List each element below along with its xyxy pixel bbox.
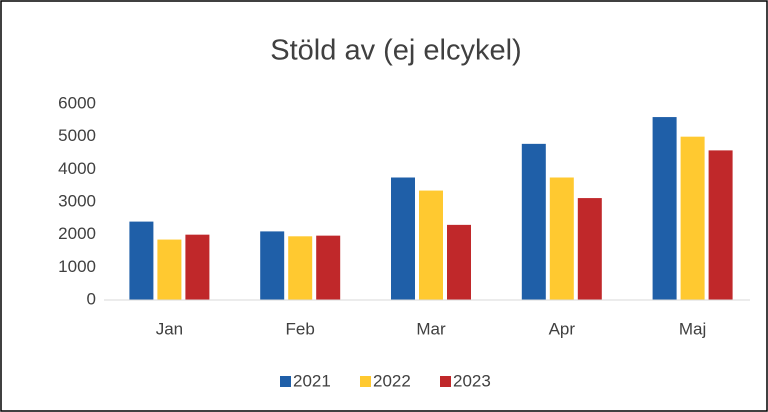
legend-swatch bbox=[360, 376, 371, 387]
bar bbox=[157, 239, 182, 300]
bar bbox=[391, 177, 415, 300]
bar bbox=[680, 136, 705, 300]
x-tick-label: Feb bbox=[286, 319, 315, 338]
x-tick-label: Mar bbox=[416, 319, 446, 338]
bar bbox=[129, 221, 154, 300]
legend-swatch bbox=[440, 376, 451, 387]
bar bbox=[708, 150, 733, 300]
bar bbox=[549, 177, 574, 300]
bar bbox=[577, 198, 602, 300]
y-tick-label: 3000 bbox=[58, 191, 96, 210]
bar bbox=[521, 143, 546, 300]
bar bbox=[260, 231, 285, 300]
chart-title: Stöld av (ej elcykel) bbox=[270, 35, 521, 67]
y-tick-label: 6000 bbox=[58, 93, 96, 112]
x-tick-label: Apr bbox=[549, 319, 576, 338]
y-tick-label: 0 bbox=[87, 289, 96, 308]
bar bbox=[447, 224, 471, 300]
bar bbox=[288, 236, 313, 300]
y-tick-label: 4000 bbox=[58, 159, 96, 178]
bar bbox=[316, 235, 341, 300]
bar bbox=[185, 234, 210, 300]
legend-label: 2022 bbox=[373, 371, 411, 390]
x-tick-label: Maj bbox=[679, 319, 706, 338]
x-tick-label: Jan bbox=[156, 319, 183, 338]
y-tick-label: 2000 bbox=[58, 224, 96, 243]
bar bbox=[419, 190, 443, 300]
legend-label: 2021 bbox=[293, 371, 331, 390]
legend-swatch bbox=[280, 376, 291, 387]
bar bbox=[652, 117, 677, 300]
y-tick-label: 5000 bbox=[58, 126, 96, 145]
y-tick-label: 1000 bbox=[58, 257, 96, 276]
legend-label: 2023 bbox=[453, 371, 491, 390]
